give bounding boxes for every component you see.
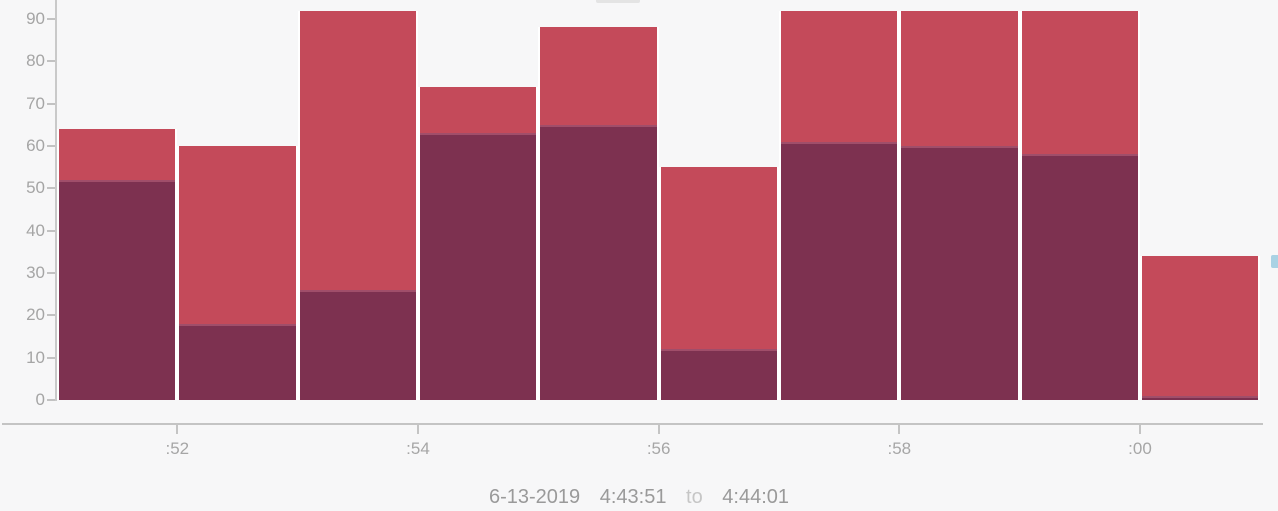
y-axis-label: 80: [26, 51, 45, 71]
y-axis-label: 30: [26, 263, 45, 282]
y-axis-label: 40: [26, 220, 45, 240]
bar-segment-bottom-dark[interactable]: [179, 323, 296, 400]
bar-segment-bottom-dark[interactable]: [299, 289, 416, 400]
bar-segment-top-light[interactable]: [780, 10, 898, 142]
x-axis-label: :56: [646, 439, 671, 458]
bar-segment-top-light[interactable]: [540, 27, 657, 125]
bar-segment-bottom-dark[interactable]: [1141, 395, 1259, 400]
bar-segment-top-light[interactable]: [1021, 10, 1138, 155]
histogram-bar-58[interactable]: [899, 10, 1020, 400]
x-axis-label: :54: [406, 439, 430, 458]
x-axis-line: [2, 423, 1263, 425]
bar-segment-top-light[interactable]: [660, 167, 777, 350]
bar-segment-top-light[interactable]: [901, 10, 1018, 146]
clipped-title-sliver: [596, 0, 640, 3]
bar-segment-top-light[interactable]: [179, 146, 296, 324]
histogram-bar-53[interactable]: [297, 10, 418, 400]
bar-segment-bottom-dark[interactable]: [901, 146, 1018, 400]
caption-start-time: 4:43:51: [599, 486, 667, 508]
y-tick-mark: [47, 399, 55, 401]
bar-segment-bottom-dark[interactable]: [660, 349, 777, 400]
bar-segment-bottom-dark[interactable]: [59, 179, 176, 400]
x-axis-label: :58: [887, 439, 912, 458]
y-tick-mark: [47, 229, 55, 232]
y-tick-mark: [47, 314, 55, 317]
histogram-bar-59[interactable]: [1019, 10, 1140, 400]
bar-segment-bottom-dark[interactable]: [1021, 154, 1138, 400]
y-axis-label: 50: [26, 178, 45, 198]
clipped-blue-bar: [1271, 255, 1278, 268]
caption-separator: to: [686, 486, 703, 508]
y-tick-mark: [47, 102, 55, 105]
bar-segment-top-light[interactable]: [1141, 256, 1259, 396]
y-axis-label: 20: [26, 305, 45, 325]
y-tick-mark: [47, 145, 55, 147]
x-tick-mark: [176, 423, 179, 434]
y-tick-mark: [47, 60, 55, 63]
x-tick-mark: [1138, 423, 1141, 434]
y-axis-label: 10: [26, 347, 45, 367]
histogram-bar-57[interactable]: [778, 10, 900, 400]
x-tick-mark: [416, 423, 419, 434]
histogram-bar-51[interactable]: [57, 129, 178, 400]
time-range-caption: 6-13-2019 4:43:51 to 4:44:01: [0, 486, 1278, 509]
bar-segment-bottom-dark[interactable]: [540, 124, 657, 400]
y-axis-line: [55, 0, 57, 401]
x-axis-label: :00: [1128, 439, 1152, 458]
y-axis-label: 90: [26, 9, 45, 28]
y-tick-mark: [47, 272, 55, 274]
y-tick-mark: [47, 356, 55, 359]
x-tick-mark: [657, 423, 660, 434]
caption-end-time: 4:44:01: [722, 486, 790, 508]
y-tick-mark: [47, 187, 55, 190]
histogram-bar-52[interactable]: [177, 146, 298, 400]
y-tick-mark: [47, 18, 55, 20]
y-axis-label: 0: [35, 390, 45, 409]
histogram-bar-00[interactable]: [1139, 256, 1261, 400]
bar-segment-bottom-dark[interactable]: [780, 141, 898, 400]
y-axis-label: 70: [26, 93, 45, 113]
x-axis-label: :52: [165, 439, 190, 458]
histogram-bar-54[interactable]: [417, 86, 539, 400]
bar-segment-top-light[interactable]: [59, 129, 176, 180]
x-tick-mark: [898, 423, 901, 434]
bar-segment-top-light[interactable]: [299, 10, 416, 290]
caption-date: 6-13-2019: [488, 486, 581, 508]
histogram-bar-55[interactable]: [538, 27, 659, 400]
bar-segment-bottom-dark[interactable]: [419, 133, 537, 400]
bar-segment-top-light[interactable]: [419, 86, 537, 134]
y-axis-label: 60: [26, 136, 45, 155]
histogram-bar-56[interactable]: [658, 167, 779, 400]
